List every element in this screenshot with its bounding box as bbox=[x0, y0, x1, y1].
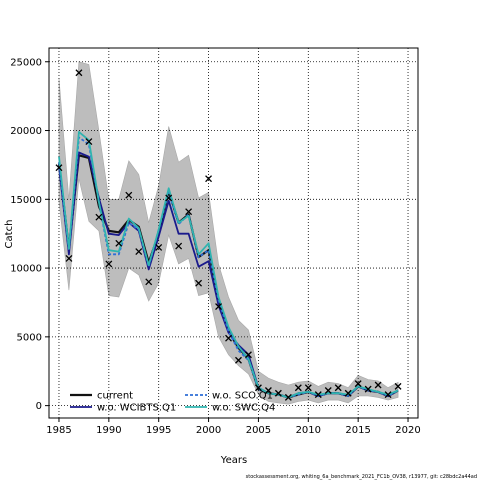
legend-label: w.o. WCIBTS.Q1 bbox=[97, 403, 176, 414]
y-tick-label: 0 bbox=[36, 401, 42, 412]
observed-point bbox=[235, 356, 242, 364]
observed-point bbox=[225, 334, 232, 342]
observed-point bbox=[324, 387, 332, 394]
observed-point-stroke bbox=[384, 391, 392, 399]
observed-point-stroke bbox=[185, 208, 193, 216]
observed-point bbox=[264, 387, 272, 394]
observed-point-stroke bbox=[115, 239, 123, 247]
observed-point-stroke bbox=[145, 278, 153, 286]
observed-point-stroke bbox=[155, 243, 163, 251]
x-tick-label: 2020 bbox=[395, 425, 420, 436]
observed-point bbox=[135, 248, 143, 256]
observed-point-stroke bbox=[135, 248, 143, 256]
observed-point bbox=[115, 239, 123, 247]
observed-point bbox=[344, 389, 352, 397]
legend-label: w.o. SWC.Q4 bbox=[212, 403, 275, 414]
observed-point bbox=[314, 391, 322, 399]
observed-point-stroke bbox=[324, 387, 332, 394]
y-tick-label: 20000 bbox=[10, 126, 42, 137]
observed-point-stroke bbox=[165, 194, 173, 202]
observed-point-stroke bbox=[254, 384, 262, 392]
y-axis-title: Catch bbox=[4, 220, 15, 249]
observed-point bbox=[244, 351, 252, 359]
plot-area: 1985 1990 1995 2000 2005 2010 2015 2020 0 5000 100… bbox=[10, 47, 421, 436]
observed-point-stroke bbox=[55, 164, 63, 172]
observed-point bbox=[374, 381, 382, 389]
observed-point-stroke bbox=[195, 279, 203, 287]
observed-point bbox=[394, 382, 402, 390]
confidence-band bbox=[58, 61, 399, 405]
observed-point-stroke bbox=[225, 334, 232, 342]
observed-point bbox=[75, 69, 83, 77]
observed-point bbox=[215, 303, 223, 311]
observed-point bbox=[65, 254, 73, 262]
observed-point bbox=[85, 138, 93, 145]
observed-point-stroke bbox=[65, 254, 73, 262]
observed-point bbox=[95, 213, 103, 221]
observed-point-stroke bbox=[175, 242, 183, 250]
y-tick-label: 10000 bbox=[10, 264, 42, 275]
observed-point bbox=[294, 384, 302, 392]
observed-point bbox=[284, 393, 292, 401]
observed-point bbox=[274, 389, 282, 397]
series-line-3 bbox=[58, 131, 399, 399]
observed-point-stroke bbox=[294, 384, 302, 392]
observed-point bbox=[334, 384, 342, 392]
observed-point bbox=[364, 385, 372, 393]
x-tick-label: 2015 bbox=[345, 425, 370, 436]
observed-point-stroke bbox=[85, 138, 93, 145]
observed-point-stroke bbox=[75, 69, 83, 77]
observed-point bbox=[205, 175, 213, 183]
observed-point-stroke bbox=[364, 385, 372, 393]
x-tick-label: 2010 bbox=[296, 425, 321, 436]
observed-point-stroke bbox=[235, 356, 242, 364]
legend-label: w.o. SCO.Q1 bbox=[212, 391, 273, 402]
observed-point bbox=[254, 384, 262, 392]
footer-text: stockassessment.org, whiting_6a_benchmar… bbox=[246, 474, 477, 480]
observed-point-stroke bbox=[304, 384, 312, 392]
observed-point-stroke bbox=[244, 351, 252, 359]
x-axis-title: Years bbox=[220, 455, 247, 466]
y-tick-label: 25000 bbox=[10, 57, 42, 68]
observed-point bbox=[354, 380, 362, 388]
x-tick-label: 1995 bbox=[146, 425, 171, 436]
observed-point bbox=[175, 242, 183, 250]
observed-point-stroke bbox=[95, 213, 103, 221]
x-tick-label: 2000 bbox=[196, 425, 221, 436]
y-tick-label: 15000 bbox=[10, 195, 42, 206]
observed-point-stroke bbox=[274, 389, 282, 397]
observed-point-stroke bbox=[374, 381, 382, 389]
observed-point-stroke bbox=[284, 393, 292, 401]
observed-point bbox=[195, 279, 203, 287]
observed-point bbox=[125, 191, 133, 199]
observed-point-stroke bbox=[344, 389, 352, 397]
y-tick-label: 5000 bbox=[17, 332, 42, 343]
observed-point-stroke bbox=[215, 303, 223, 311]
observed-point bbox=[55, 164, 63, 172]
observed-point bbox=[384, 391, 392, 399]
x-tick-label: 1990 bbox=[96, 425, 121, 436]
observed-point bbox=[165, 194, 173, 202]
observed-point-stroke bbox=[205, 175, 213, 183]
x-tick-label: 2005 bbox=[246, 425, 271, 436]
observed-point bbox=[304, 384, 312, 392]
observed-point-stroke bbox=[354, 380, 362, 388]
observed-point-stroke bbox=[314, 391, 322, 399]
observed-point-stroke bbox=[334, 384, 342, 392]
x-tick-label: 1985 bbox=[46, 425, 71, 436]
legend-label: current bbox=[97, 391, 133, 402]
plot-frame bbox=[48, 47, 419, 419]
observed-point bbox=[185, 208, 193, 216]
observed-point bbox=[145, 278, 153, 286]
observed-point-stroke bbox=[264, 387, 272, 394]
observed-point-stroke bbox=[105, 260, 113, 268]
observed-point-stroke bbox=[125, 191, 133, 199]
observed-point bbox=[155, 243, 163, 251]
observed-point bbox=[105, 260, 113, 268]
observed-point-stroke bbox=[394, 382, 402, 390]
